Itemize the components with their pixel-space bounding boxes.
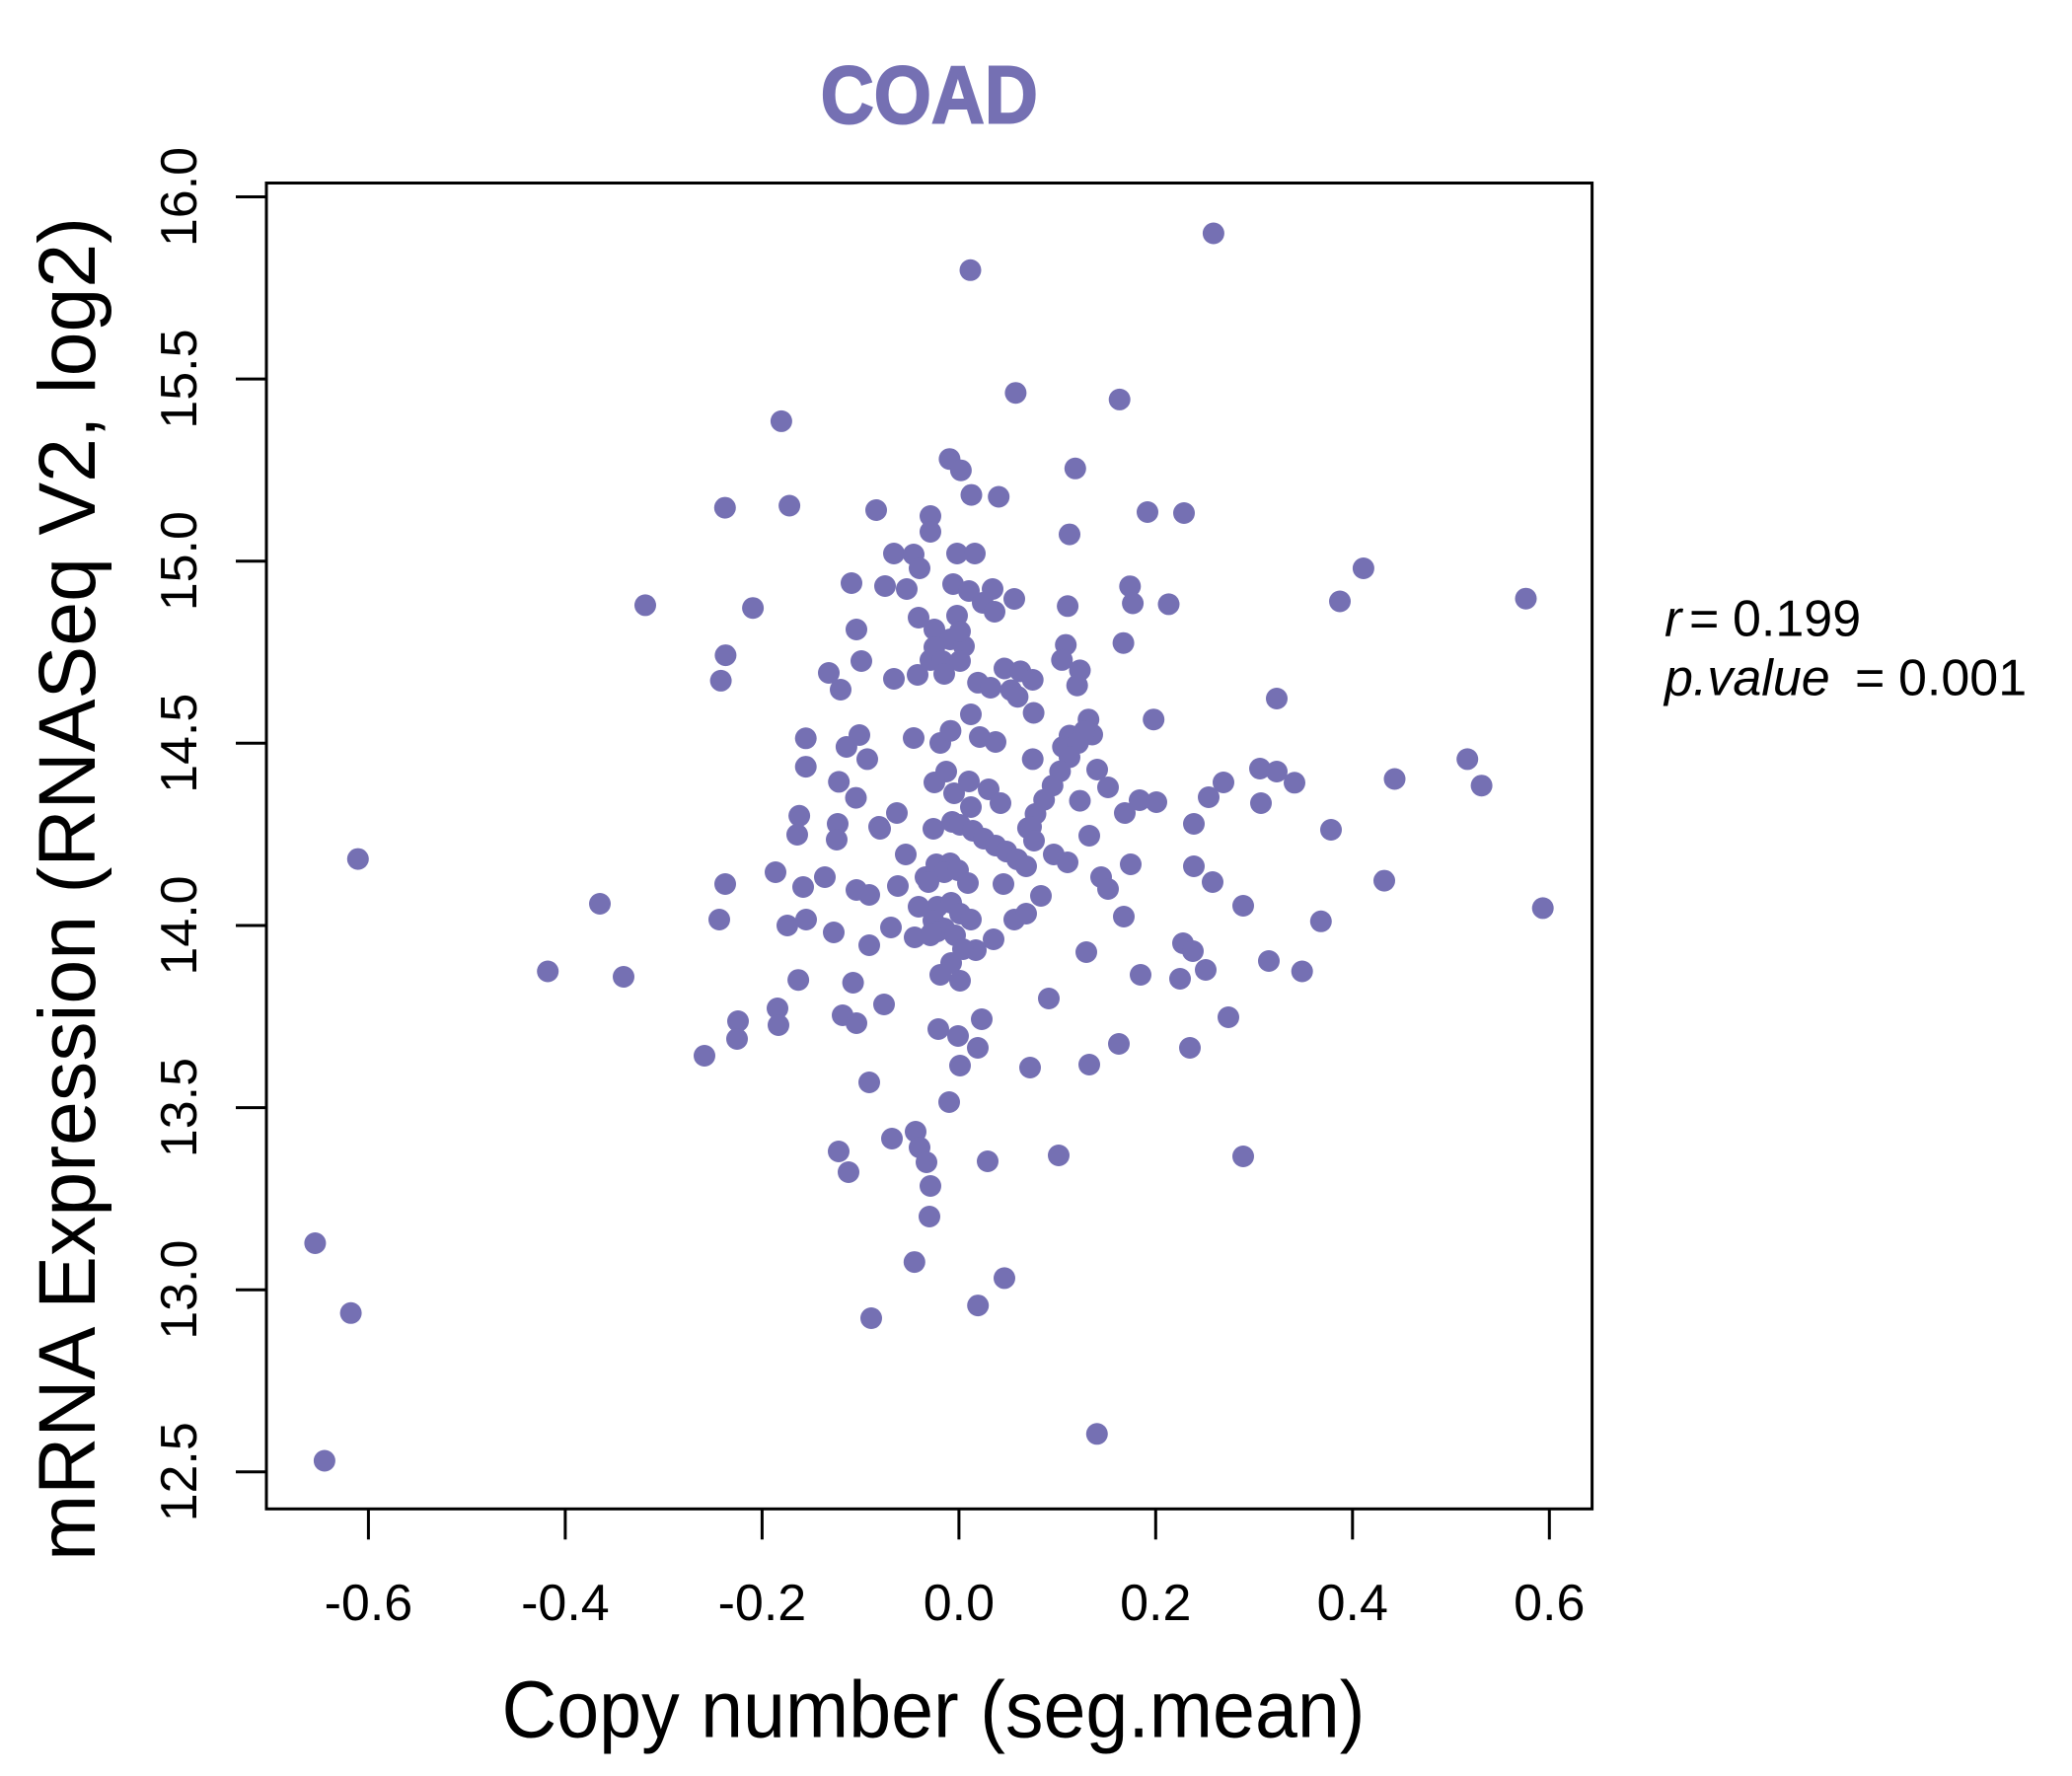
svg-text:COAD: COAD	[821, 48, 1038, 140]
svg-text:13.0: 13.0	[151, 1240, 208, 1340]
svg-text:0.199: 0.199	[1733, 591, 1861, 648]
svg-text:-0.2: -0.2	[718, 1575, 807, 1632]
svg-text:-0.6: -0.6	[325, 1575, 413, 1632]
svg-text:-0.4: -0.4	[521, 1575, 610, 1632]
svg-text:0.4: 0.4	[1317, 1575, 1388, 1632]
svg-text:15.0: 15.0	[151, 511, 208, 611]
svg-text:r: r	[1665, 591, 1684, 648]
svg-text:15.5: 15.5	[151, 329, 208, 428]
svg-text:=: =	[1689, 591, 1719, 648]
svg-text:0.2: 0.2	[1120, 1575, 1191, 1632]
svg-text:0.6: 0.6	[1514, 1575, 1585, 1632]
svg-text:p.value: p.value	[1663, 649, 1830, 706]
svg-text:13.5: 13.5	[151, 1058, 208, 1157]
svg-text:12.5: 12.5	[151, 1422, 208, 1521]
svg-text:16.0: 16.0	[151, 147, 208, 247]
svg-text:0.0: 0.0	[924, 1575, 995, 1632]
svg-text:mRNA Expression (RNASeq V2, lo: mRNA Expression (RNASeq V2, log2)	[23, 217, 112, 1561]
svg-text:Copy number (seg.mean): Copy number (seg.mean)	[502, 1665, 1366, 1755]
svg-text:=: =	[1855, 649, 1885, 706]
svg-text:0.001: 0.001	[1898, 649, 2027, 706]
svg-text:14.0: 14.0	[151, 875, 208, 975]
svg-text:14.5: 14.5	[151, 694, 208, 793]
